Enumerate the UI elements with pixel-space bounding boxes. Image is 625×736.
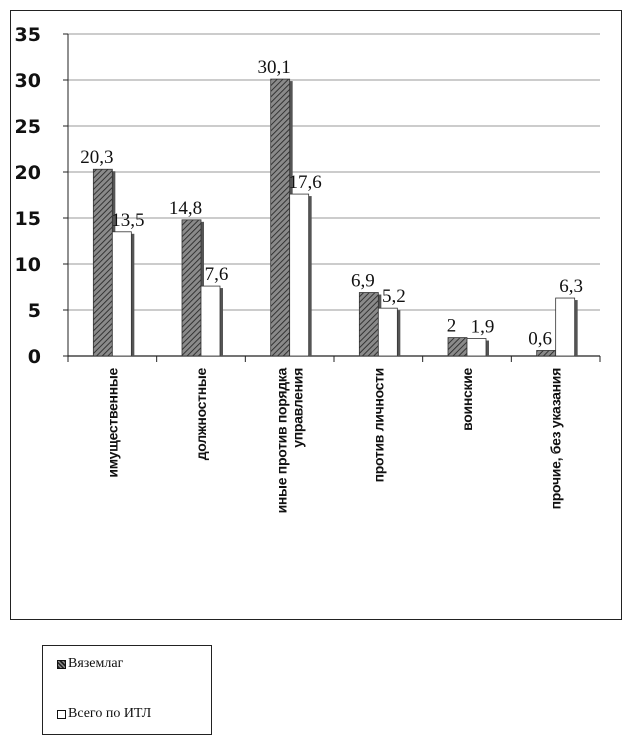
bar (270, 78, 291, 357)
category-label: прочие, без указания (548, 368, 564, 509)
y-tick-label: 5 (28, 300, 41, 322)
data-label: 2 (447, 316, 457, 337)
data-label: 14,8 (169, 198, 202, 219)
data-label: 13,5 (111, 210, 144, 231)
bar (466, 338, 487, 357)
y-tick-label: 20 (15, 162, 41, 184)
data-label: 7,6 (205, 264, 229, 285)
category-label: воинские (459, 367, 475, 430)
category-label: иные против порядка (274, 367, 290, 513)
legend-swatch-white (57, 709, 66, 719)
bar (200, 285, 221, 357)
bar (536, 350, 557, 357)
data-label: 6,9 (351, 271, 375, 292)
y-tick-label: 15 (15, 208, 41, 230)
y-tick-label: 30 (15, 70, 41, 92)
legend-label: Всего по ИТЛ (68, 706, 152, 721)
data-label: 20,3 (80, 147, 113, 168)
bar (447, 337, 468, 357)
bar (111, 231, 132, 357)
legend: Вяземлаг Всего по ИТЛ (42, 645, 212, 735)
bar (289, 193, 310, 357)
legend-item-vyazemlag: Вяземлаг (57, 654, 123, 674)
category-label: имущественные (104, 367, 120, 477)
bar (377, 307, 398, 357)
data-label: 17,6 (289, 172, 322, 193)
y-tick-label: 0 (28, 346, 41, 368)
category-label: против личности (370, 368, 386, 482)
category-label: управления (290, 368, 306, 448)
data-label: 5,2 (382, 286, 406, 307)
bar (358, 292, 379, 357)
data-label: 6,3 (559, 276, 583, 297)
data-label: 1,9 (471, 317, 495, 338)
y-tick-label: 25 (15, 116, 41, 138)
y-tick-label: 10 (15, 254, 41, 276)
category-label: должностные (193, 367, 209, 460)
bar (555, 297, 576, 357)
data-label: 30,1 (258, 57, 291, 78)
legend-item-itl-total: Всего по ИТЛ (57, 704, 151, 724)
data-label: 0,6 (528, 328, 552, 349)
legend-swatch-hatched (57, 659, 66, 669)
bar-chart: 0 5 10 15 20 25 30 35 20,3 13,5 имущественные 14,8 7… (15, 24, 601, 513)
bar (181, 219, 202, 357)
legend-label: Вяземлаг (68, 656, 124, 671)
chart-frame: 0 5 10 15 20 25 30 35 20,3 13,5 имущественные 14,8 7… (10, 10, 622, 620)
bar (92, 168, 113, 357)
y-tick-label: 35 (15, 24, 41, 46)
